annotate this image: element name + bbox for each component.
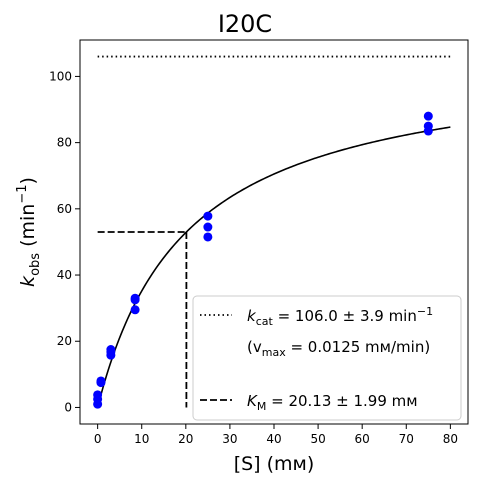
y-label-unit-open: (min — [17, 204, 39, 253]
legend-kcat-sup: −1 — [417, 305, 433, 318]
y-label-main: k — [17, 275, 39, 287]
x-tick-label: 10 — [134, 432, 149, 446]
legend-kcat-text: = 106.0 ± 3.9 min — [273, 307, 417, 325]
legend-vmax-entry: (vmax = 0.0125 mм/min) — [247, 338, 430, 359]
y-tick-label: 0 — [64, 400, 72, 414]
x-tick-label: 50 — [310, 432, 325, 446]
legend-vmax-text: = 0.0125 mм/min) — [286, 338, 430, 356]
data-point — [203, 211, 213, 221]
y-tick-label: 20 — [57, 334, 72, 348]
legend-km-text: = 20.13 ± 1.99 mм — [266, 392, 417, 410]
y-tick-label: 60 — [57, 202, 72, 216]
x-tick-label: 60 — [355, 432, 370, 446]
data-point — [203, 222, 213, 232]
data-point — [423, 121, 433, 131]
x-axis-label: [S] (mм) — [234, 453, 315, 475]
x-tick-label: 30 — [222, 432, 237, 446]
y-tick-label: 100 — [49, 69, 72, 83]
x-tick-label: 20 — [178, 432, 193, 446]
legend-kcat-sub: cat — [256, 315, 274, 328]
data-point — [203, 232, 213, 242]
y-label-sub: obs — [28, 253, 43, 276]
legend-km-entry: KM = 20.13 ± 1.99 mм — [247, 392, 418, 413]
x-tick-label: 80 — [443, 432, 458, 446]
legend-vmax-sub: max — [262, 346, 286, 359]
y-axis-label: kobs (min−1) — [15, 177, 43, 287]
y-tick-label: 80 — [57, 136, 72, 150]
chart-title: I20C — [218, 10, 272, 38]
x-tick-label: 70 — [399, 432, 414, 446]
legend-km-sub: M — [257, 400, 267, 413]
data-point — [106, 345, 116, 355]
fit-curve — [96, 126, 451, 408]
data-point — [93, 390, 103, 400]
data-point — [423, 111, 433, 121]
y-tick-label: 40 — [57, 268, 72, 282]
data-point — [130, 293, 140, 303]
legend-kcat-entry: kcat = 106.0 ± 3.9 min−1 — [247, 305, 433, 328]
legend-km-prefix: K — [247, 392, 258, 410]
data-point — [96, 376, 106, 386]
legend-vmax-open: (v — [247, 338, 262, 356]
legend: kcat = 106.0 ± 3.9 min−1 (vmax = 0.0125 … — [192, 295, 462, 421]
y-label-unit-close: ) — [17, 177, 39, 184]
x-tick-label: 40 — [266, 432, 281, 446]
x-tick-label: 0 — [94, 432, 102, 446]
y-label-unit-sup: −1 — [15, 184, 30, 203]
legend-box — [192, 295, 462, 421]
data-point — [130, 305, 140, 315]
legend-kcat-prefix: k — [247, 307, 257, 325]
